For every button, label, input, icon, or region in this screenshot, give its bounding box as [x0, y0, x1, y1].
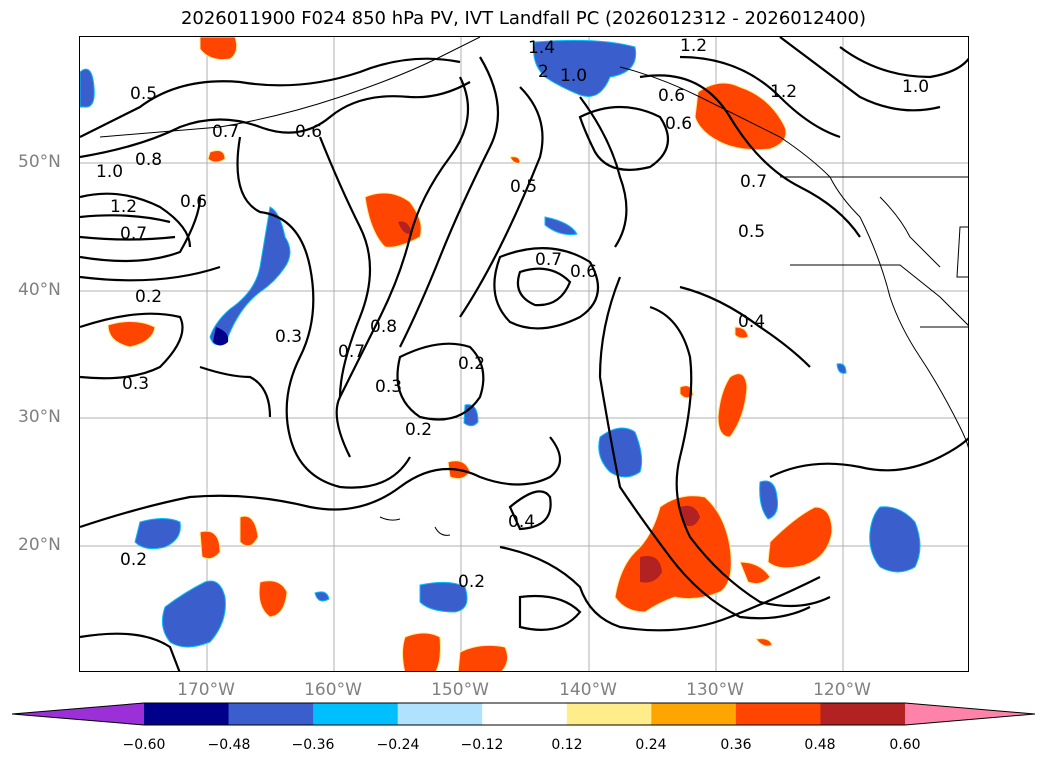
colorbar-segment: [651, 703, 737, 725]
lat-label-30n: 30°N: [18, 407, 61, 427]
lat-label-40n: 40°N: [18, 280, 61, 300]
contour-label: 0.7: [535, 250, 562, 270]
lat-label-20n: 20°N: [18, 535, 61, 555]
colorbar-tick: 0.60: [889, 737, 921, 753]
colorbar-tick: 0.48: [804, 737, 836, 753]
colorbar-tick: −0.48: [207, 737, 251, 753]
contour-label: 0.4: [508, 512, 535, 532]
colorbar-tick: 0.24: [635, 737, 667, 753]
contour-label: 1.0: [560, 66, 587, 86]
colorbar-tick: 0.12: [551, 737, 583, 753]
colorbar-segment: [566, 703, 652, 725]
lon-label-150w: 150°W: [431, 680, 489, 700]
contour-label: 1.2: [770, 82, 797, 102]
contour-label: 1.0: [902, 77, 929, 97]
contour-label: 0.3: [375, 377, 402, 397]
contour-label: 0.6: [570, 262, 597, 282]
contour-label: 0.5: [130, 84, 157, 104]
contour-label: 0.5: [738, 222, 765, 242]
colorbar-tick: −0.24: [376, 737, 420, 753]
colorbar-outline: [11, 702, 1036, 726]
contour-label: 0.7: [212, 122, 239, 142]
colorbar-tick: −0.12: [460, 737, 504, 753]
colorbar-tick: −0.60: [122, 737, 166, 753]
contour-label: 0.7: [120, 224, 147, 244]
contour-label: 0.6: [180, 192, 207, 212]
negative-pv-regions: [80, 39, 921, 648]
contour-label: 0.5: [510, 177, 537, 197]
map-canvas: 0.5 0.7 1.0 0.8 1.2 0.6 0.7 0.2 0.3 0.3 …: [80, 37, 968, 671]
contour-label: 0.2: [135, 287, 162, 307]
contour-label: 0.2: [458, 572, 485, 592]
contour-label: 0.6: [658, 86, 685, 106]
coastlines: [99, 37, 968, 536]
gridlines: [80, 37, 968, 671]
contour-label: 0.6: [295, 122, 322, 142]
contour-label: 0.2: [458, 354, 485, 374]
colorbar-segment: [820, 703, 906, 725]
colorbar-segment: [482, 703, 568, 725]
pv-contours: [80, 37, 968, 671]
contour-label-group: 0.5 0.7 1.0 0.8 1.2 0.6 0.7 0.2 0.3 0.3 …: [96, 37, 929, 592]
contour-label: 0.2: [120, 550, 147, 570]
colorbar-segment: [144, 703, 230, 725]
colorbar-segment: [228, 703, 314, 725]
contour-label: 1.0: [96, 162, 123, 182]
contour-label: 0.8: [135, 150, 162, 170]
colorbar: [11, 702, 1036, 726]
map-plot-area: 0.5 0.7 1.0 0.8 1.2 0.6 0.7 0.2 0.3 0.3 …: [79, 36, 969, 672]
contour-label: 0.3: [275, 327, 302, 347]
contour-label: 0.3: [122, 374, 149, 394]
lon-label-170w: 170°W: [177, 680, 235, 700]
colorbar-segment: [397, 703, 483, 725]
colorbar-extend-right: [905, 703, 1035, 725]
colorbar-tick: 0.36: [720, 737, 752, 753]
lon-label-140w: 140°W: [559, 680, 617, 700]
lon-label-120w: 120°W: [813, 680, 871, 700]
contour-label: 1.4: [528, 38, 555, 58]
contour-label: 1.2: [110, 197, 137, 217]
colorbar-tick: −0.36: [291, 737, 335, 753]
colorbar-segment: [313, 703, 399, 725]
contour-label: 0.4: [738, 312, 765, 332]
colorbar-segment: [735, 703, 821, 725]
lat-label-50n: 50°N: [18, 152, 61, 172]
colorbar-segments: [11, 702, 1036, 726]
contour-label: 2: [538, 62, 549, 82]
map-title: 2026011900 F024 850 hPa PV, IVT Landfall…: [180, 8, 867, 29]
lon-label-130w: 130°W: [686, 680, 744, 700]
colorbar-extend-left: [12, 703, 144, 725]
contour-label: 0.7: [338, 342, 365, 362]
lon-label-160w: 160°W: [304, 680, 362, 700]
contour-label: 1.2: [680, 37, 707, 56]
contour-label: 0.2: [405, 420, 432, 440]
contour-label: 0.7: [740, 172, 767, 192]
contour-label: 0.6: [665, 114, 692, 134]
contour-label: 0.8: [370, 317, 397, 337]
